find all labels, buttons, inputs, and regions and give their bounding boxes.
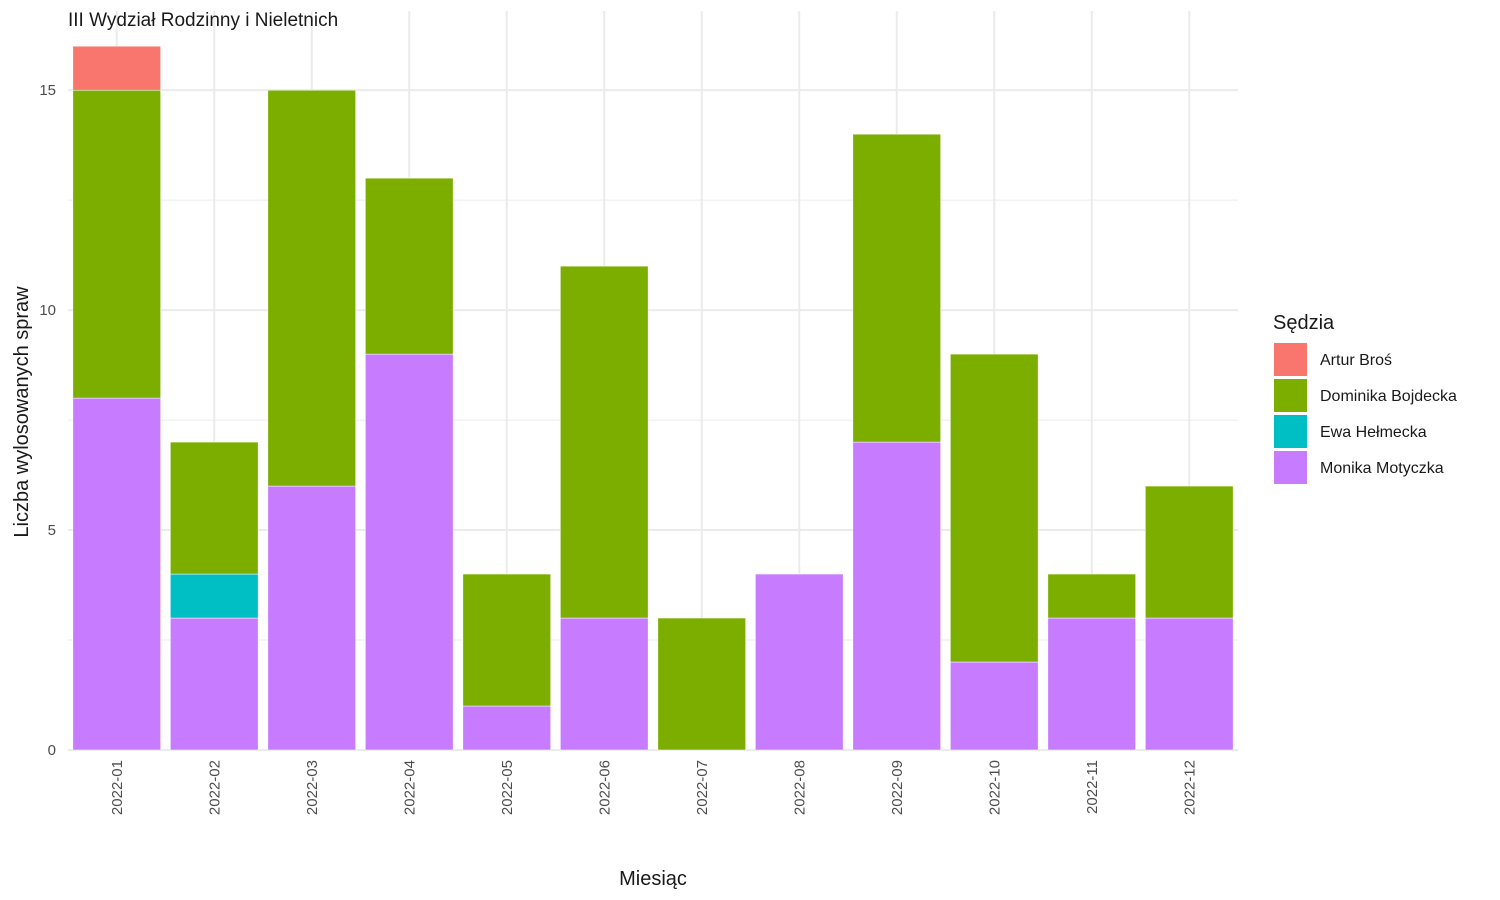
x-tick-label: 2022-12 [1181, 760, 1198, 815]
x-tick-label: 2022-05 [499, 760, 516, 815]
bars [72, 45, 1234, 751]
bar-segment-dominika-bojdecka-2022-06 [560, 265, 649, 619]
legend-swatch-dominika-bojdecka [1274, 379, 1307, 412]
y-tick-label: 15 [39, 82, 56, 99]
x-tick-label: 2022-01 [109, 760, 126, 815]
x-axis-title: Miesiąc [619, 868, 687, 890]
legend-swatch-artur-bros [1274, 343, 1307, 376]
bar-segment-monika-motyczka-2022-11 [1047, 617, 1136, 751]
bar-segment-dominika-bojdecka-2022-07 [657, 617, 746, 751]
bar-segment-monika-motyczka-2022-12 [1145, 617, 1234, 751]
bar-segment-dominika-bojdecka-2022-09 [852, 133, 941, 443]
bar-segment-dominika-bojdecka-2022-05 [462, 573, 551, 707]
legend-swatch-ewa-helmecka [1274, 415, 1307, 448]
bar-segment-monika-motyczka-2022-02 [170, 617, 259, 751]
bar-segment-dominika-bojdecka-2022-12 [1145, 485, 1234, 619]
bar-segment-monika-motyczka-2022-10 [950, 661, 1039, 751]
legend: Sędzia Artur Broś Dominika Bojdecka Ewa He… [1273, 312, 1457, 484]
y-tick-label: 0 [48, 742, 56, 759]
bar-segment-dominika-bojdecka-2022-04 [365, 177, 454, 355]
bar-segment-monika-motyczka-2022-09 [852, 441, 941, 751]
x-tick-label: 2022-09 [889, 760, 906, 815]
x-tick-label: 2022-06 [596, 760, 613, 815]
x-tick-label: 2022-11 [1084, 760, 1101, 814]
y-axis-ticks: 0 5 10 15 [39, 82, 56, 759]
bar-segment-monika-motyczka-2022-01 [72, 397, 161, 751]
bar-segment-monika-motyczka-2022-03 [267, 485, 356, 751]
bar-segment-dominika-bojdecka-2022-11 [1047, 573, 1136, 619]
bar-segment-dominika-bojdecka-2022-10 [950, 353, 1039, 663]
bar-segment-monika-motyczka-2022-08 [755, 573, 844, 751]
x-tick-label: 2022-08 [791, 760, 808, 815]
x-tick-label: 2022-10 [986, 760, 1003, 815]
x-tick-label: 2022-04 [401, 760, 418, 815]
bar-segment-artur-bros-2022-01 [72, 45, 161, 91]
x-tick-label: 2022-07 [694, 760, 711, 815]
legend-label-ewa-helmecka: Ewa Hełmecka [1320, 424, 1427, 441]
legend-swatch-monika-motyczka [1274, 451, 1307, 484]
legend-label-dominika-bojdecka: Dominika Bojdecka [1320, 388, 1457, 405]
legend-title: Sędzia [1273, 312, 1335, 334]
bar-segment-monika-motyczka-2022-05 [462, 705, 551, 751]
legend-label-artur-bros: Artur Broś [1320, 352, 1392, 369]
legend-label-monika-motyczka: Monika Motyczka [1320, 460, 1444, 477]
bar-segment-monika-motyczka-2022-06 [560, 617, 649, 751]
x-tick-label: 2022-02 [206, 760, 223, 815]
bar-segment-dominika-bojdecka-2022-01 [72, 89, 161, 399]
x-axis-ticks: 2022-01 2022-02 2022-03 2022-04 2022-05 2022-… [109, 760, 1199, 815]
bar-segment-dominika-bojdecka-2022-02 [170, 441, 259, 575]
x-tick-label: 2022-03 [304, 760, 321, 815]
y-tick-label: 5 [48, 522, 56, 539]
bar-segment-dominika-bojdecka-2022-03 [267, 89, 356, 487]
y-tick-label: 10 [39, 302, 56, 319]
legend-items: Artur Broś Dominika Bojdecka Ewa Hełmecka M… [1274, 343, 1457, 484]
bar-segment-monika-motyczka-2022-04 [365, 353, 454, 751]
y-axis-title: Liczba wylosowanych spraw [11, 286, 33, 538]
bar-segment-ewa-helmecka-2022-02 [170, 573, 259, 619]
chart-title: III Wydział Rodzinny i Nieletnich [68, 10, 338, 31]
